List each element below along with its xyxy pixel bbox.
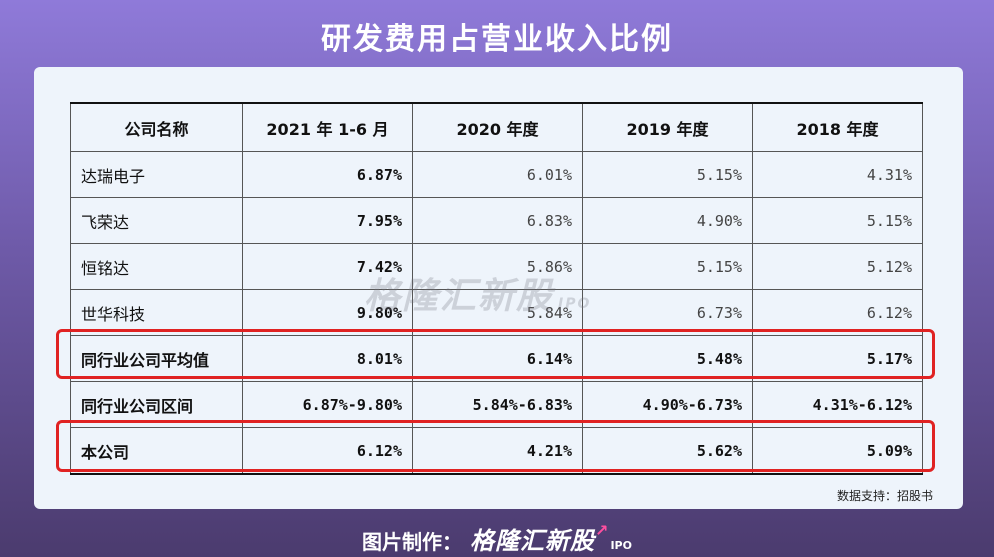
value-cell: 6.73% <box>582 289 753 336</box>
company-name: 本公司 <box>70 427 243 475</box>
value-cell: 4.31%-6.12% <box>752 381 923 428</box>
table-row-company: 本公司 6.12% 4.21% 5.62% 5.09% <box>70 427 923 475</box>
value-cell: 6.83% <box>412 197 583 244</box>
value-cell: 6.87%-9.80% <box>242 381 413 428</box>
value-cell: 5.48% <box>582 335 753 382</box>
column-header: 2021 年 1-6 月 <box>242 102 413 152</box>
column-header: 2020 年度 <box>412 102 583 152</box>
table-header-row: 公司名称 2021 年 1-6 月 2020 年度 2019 年度 2018 年… <box>70 102 923 152</box>
value-cell: 5.15% <box>582 151 753 198</box>
table-row: 世华科技 9.80% 5.84% 6.73% 6.12% <box>70 289 923 336</box>
watermark: 格隆汇新股 IPO <box>364 267 591 319</box>
footer-ipo: IPO <box>610 539 632 552</box>
value-cell: 6.87% <box>242 151 413 198</box>
value-cell: 5.15% <box>752 197 923 244</box>
value-cell: 5.17% <box>752 335 923 382</box>
value-cell: 4.21% <box>412 427 583 475</box>
value-cell: 5.09% <box>752 427 923 475</box>
table-row: 飞荣达 7.95% 6.83% 4.90% 5.15% <box>70 197 923 244</box>
arrow-up-icon: ↗ <box>595 521 609 540</box>
footer: 图片制作： 格隆汇新股↗IPO <box>0 521 994 556</box>
watermark-text: 格隆汇新股 <box>364 276 555 317</box>
value-cell: 6.01% <box>412 151 583 198</box>
table-row: 恒铭达 7.42% 5.86% 5.15% 5.12% <box>70 243 923 290</box>
table-card: 公司名称 2021 年 1-6 月 2020 年度 2019 年度 2018 年… <box>34 67 963 509</box>
company-name: 世华科技 <box>70 289 243 336</box>
footer-label: 图片制作： <box>362 530 463 554</box>
column-header: 2019 年度 <box>582 102 753 152</box>
value-cell: 4.90% <box>582 197 753 244</box>
value-cell: 4.90%-6.73% <box>582 381 753 428</box>
company-name: 达瑞电子 <box>70 151 243 198</box>
company-name: 同行业公司区间 <box>70 381 243 428</box>
value-cell: 5.84%-6.83% <box>412 381 583 428</box>
table-row-average: 同行业公司平均值 8.01% 6.14% 5.48% 5.17% <box>70 335 923 382</box>
value-cell: 6.12% <box>752 289 923 336</box>
value-cell: 8.01% <box>242 335 413 382</box>
value-cell: 6.14% <box>412 335 583 382</box>
rd-ratio-table: 公司名称 2021 年 1-6 月 2020 年度 2019 年度 2018 年… <box>70 102 923 475</box>
table-row: 达瑞电子 6.87% 6.01% 5.15% 4.31% <box>70 151 923 198</box>
value-cell: 5.12% <box>752 243 923 290</box>
page-title: 研发费用占营业收入比例 <box>321 22 673 57</box>
column-header: 公司名称 <box>70 102 243 152</box>
value-cell: 7.95% <box>242 197 413 244</box>
value-cell: 5.15% <box>582 243 753 290</box>
footer-brand: 格隆汇新股 <box>470 527 596 555</box>
value-cell: 7.42% <box>242 243 413 290</box>
company-name: 飞荣达 <box>70 197 243 244</box>
value-cell: 6.12% <box>242 427 413 475</box>
company-name: 恒铭达 <box>70 243 243 290</box>
value-cell: 4.31% <box>752 151 923 198</box>
table-row-range: 同行业公司区间 6.87%-9.80% 5.84%-6.83% 4.90%-6.… <box>70 381 923 428</box>
company-name: 同行业公司平均值 <box>70 335 243 382</box>
source-note: 数据支持：招股书 <box>836 489 933 503</box>
watermark-ipo: IPO <box>558 296 592 312</box>
column-header: 2018 年度 <box>752 102 923 152</box>
value-cell: 5.62% <box>582 427 753 475</box>
